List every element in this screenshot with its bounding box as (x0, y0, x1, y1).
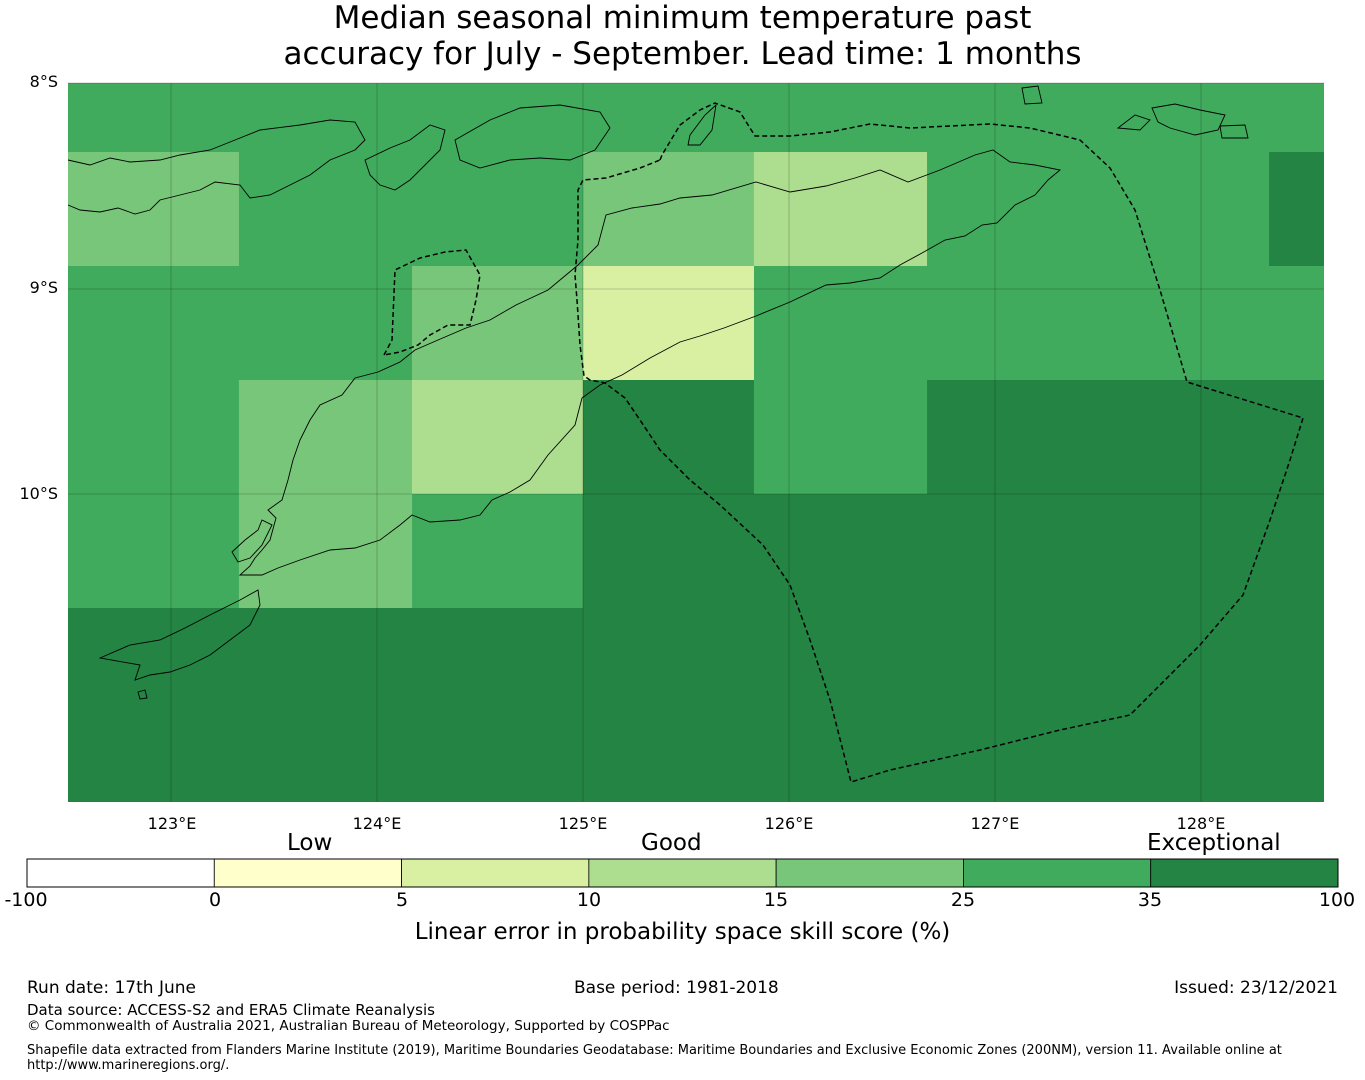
colorbar-segment (26, 858, 215, 888)
colorbar-segment (775, 858, 964, 888)
colorbar-tick: 100 (1318, 889, 1356, 911)
issued-date: Issued: 23/12/2021 (1174, 978, 1338, 998)
lon-label: 124°E (352, 814, 402, 833)
data-source: Data source: ACCESS-S2 and ERA5 Climate … (27, 1001, 435, 1019)
colorbar-tick: 15 (763, 889, 789, 911)
colorbar-tick: 35 (1137, 889, 1163, 911)
shapefile-credit-line-1: Shapefile data extracted from Flanders M… (27, 1043, 1282, 1058)
run-date: Run date: 17th June (27, 978, 196, 998)
skill-cell (753, 380, 928, 494)
coastline-lakor (1219, 124, 1249, 139)
colorbar-segment (588, 858, 777, 888)
skill-cell (68, 494, 239, 608)
colorbar-segment (213, 858, 402, 888)
skill-cell (927, 152, 1269, 266)
colorbar-tick: -100 (4, 889, 48, 911)
lat-label: 8°S (29, 72, 58, 91)
coastline-alor (364, 124, 446, 191)
lon-label: 125°E (558, 814, 608, 833)
colorbar-category-low: Low (287, 830, 333, 856)
coastline-kisar (1021, 85, 1043, 105)
skill-cell (412, 380, 583, 494)
coastline-rote (98, 589, 261, 681)
eez-boundaries (382, 102, 1304, 783)
skill-cell (68, 608, 1324, 802)
skill-cell (68, 266, 413, 380)
copyright: © Commonwealth of Australia 2021, Austra… (27, 1018, 670, 1034)
skill-cell (583, 152, 754, 266)
colorbar-label: Linear error in probability space skill … (414, 919, 951, 945)
skill-cell (1268, 152, 1324, 266)
lat-label: 10°S (19, 484, 58, 503)
lon-label: 123°E (147, 814, 197, 833)
coastline-wetar (454, 104, 611, 169)
lat-label: 9°S (29, 278, 58, 297)
skill-cell (238, 152, 584, 266)
colorbar-segment (1150, 858, 1339, 888)
eez-timor-leste (574, 102, 1304, 783)
colorbar-outline (26, 858, 1339, 888)
colorbar-tick: 0 (208, 889, 222, 911)
coastline-ndao (137, 689, 148, 700)
coastline-timor (238, 149, 1062, 576)
coastline-north-islands (67, 119, 366, 215)
coastline-atauro (687, 103, 717, 146)
map-title-line-1: Median seasonal minimum temperature past (333, 0, 1032, 36)
coastline-leti (1116, 114, 1151, 131)
skill-cell (583, 266, 754, 380)
colorbar-segment (401, 858, 590, 888)
skill-cell (927, 380, 1324, 494)
colorbar-tick: 5 (395, 889, 409, 911)
colorbar-tick: 10 (576, 889, 602, 911)
skill-cell (68, 152, 239, 266)
skill-cell (68, 83, 1324, 152)
lon-label: 126°E (764, 814, 814, 833)
skill-cell (412, 494, 583, 608)
base-period: Base period: 1981-2018 (574, 978, 779, 998)
skill-cell (583, 494, 1324, 608)
map-title-line-2: accuracy for July - September. Lead time… (283, 36, 1082, 72)
skill-cell (68, 380, 239, 494)
colorbar-tick: 25 (950, 889, 976, 911)
skill-cell (238, 380, 413, 494)
colorbar-category-good: Good (641, 830, 702, 856)
coastline-semau (231, 519, 273, 563)
lon-label: 127°E (970, 814, 1020, 833)
map-gridlines (68, 82, 1324, 802)
skill-cell (583, 380, 754, 494)
coastline (67, 85, 1249, 700)
skill-grid-cells (68, 83, 1324, 802)
lon-label: 128°E (1176, 814, 1226, 833)
coastline-moa (1151, 103, 1226, 136)
skill-cell (753, 152, 928, 266)
eez-oecusse (382, 249, 481, 357)
colorbar-category-exceptional: Exceptional (1147, 830, 1281, 856)
colorbar-segment (963, 858, 1152, 888)
shapefile-credit-line-2: http://www.marineregions.org/. (27, 1058, 230, 1073)
skill-cell (238, 494, 413, 608)
skill-cell (753, 266, 1324, 380)
